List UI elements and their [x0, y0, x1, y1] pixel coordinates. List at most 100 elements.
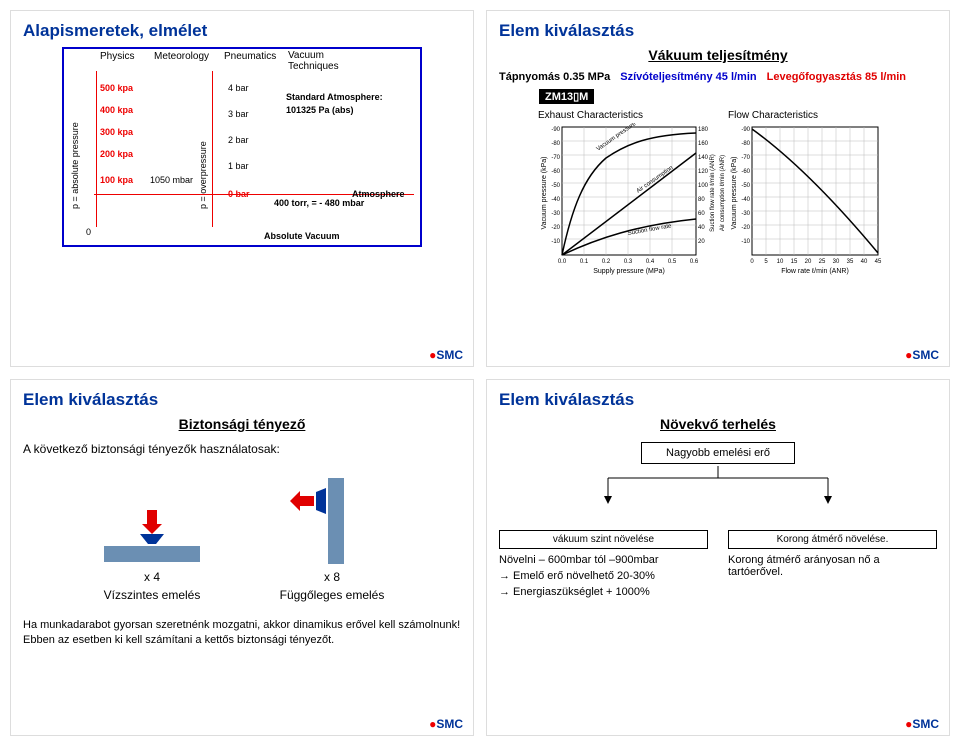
- axis-overpressure: p = overpressure: [198, 141, 208, 209]
- svg-text:140: 140: [698, 155, 709, 161]
- col-diam: Korong átmérő növelése. Korong átmérő ar…: [728, 530, 937, 602]
- svg-text:0: 0: [750, 259, 754, 265]
- svg-text:40: 40: [861, 259, 868, 265]
- logo: ●SMC: [429, 348, 463, 362]
- std-atm-1: Standard Atmosphere:: [286, 93, 406, 103]
- lbl-abs-vacuum: Absolute Vacuum: [264, 231, 340, 241]
- box-vacuum-level: vákuum szint növelése: [499, 530, 708, 549]
- perf-supply: Tápnyomás 0.35 MPa: [499, 71, 610, 83]
- connector-svg: [508, 442, 928, 522]
- svg-text:100: 100: [698, 183, 709, 189]
- box-diam: Korong átmérő növelése.: [728, 530, 937, 549]
- slide4-title: Elem kiválasztás: [499, 390, 937, 410]
- svg-text:40: 40: [698, 225, 705, 231]
- tick-200: 200 kpa: [100, 149, 133, 159]
- svg-text:10: 10: [777, 259, 784, 265]
- svg-text:0.6: 0.6: [690, 259, 699, 265]
- svg-text:-40: -40: [741, 197, 750, 203]
- tick-500: 500 kpa: [100, 83, 133, 93]
- svg-text:15: 15: [791, 259, 798, 265]
- svg-text:120: 120: [698, 169, 709, 175]
- hdr-vacuum: Vacuum Techniques: [288, 51, 348, 65]
- svg-text:160: 160: [698, 141, 709, 147]
- lift-h-mult: x 4: [92, 570, 212, 584]
- tick-4bar: 4 bar: [228, 83, 249, 93]
- load-chain: Nagyobb emelési erő: [508, 442, 928, 522]
- slide-basics: Alapismeretek, elmélet Physics Meteorolo…: [10, 10, 474, 367]
- model-box: ZM13▯M: [539, 89, 594, 104]
- tick-400: 400 kpa: [100, 105, 133, 115]
- svg-text:0.1: 0.1: [580, 259, 589, 265]
- svg-text:35: 35: [847, 259, 854, 265]
- logo: ●SMC: [429, 717, 463, 731]
- svg-text:-40: -40: [551, 197, 560, 203]
- lift-v-mult: x 8: [272, 570, 392, 584]
- lift-h-lbl: Vízszintes emelés: [92, 588, 212, 602]
- svg-text:80: 80: [698, 197, 705, 203]
- tick-1bar: 1 bar: [228, 161, 249, 171]
- svg-text:25: 25: [819, 259, 826, 265]
- svg-text:-50: -50: [551, 183, 560, 189]
- svg-text:Supply pressure (MPa): Supply pressure (MPa): [593, 268, 665, 275]
- svg-text:-60: -60: [741, 169, 750, 175]
- tick-0bar: 0 bar: [228, 189, 250, 199]
- svg-text:60: 60: [698, 211, 705, 217]
- tick-0: 0: [86, 227, 91, 237]
- slide3-intro: A következő biztonsági tényezők használa…: [23, 442, 461, 456]
- svg-text:-60: -60: [551, 169, 560, 175]
- col-vacuum: vákuum szint növelése Növelni – 600mbar …: [499, 530, 708, 602]
- chart-exhaust-svg: -90-80 -70-60 -50-40 -30-20 -10 180160 1…: [538, 123, 728, 281]
- mini-charts: Exhaust Characteristics: [499, 110, 937, 281]
- lift-v-lbl: Függőleges emelés: [272, 588, 392, 602]
- svg-text:0.0: 0.0: [558, 259, 567, 265]
- logo: ●SMC: [905, 348, 939, 362]
- svg-text:Vacuum pressure (kPa): Vacuum pressure (kPa): [731, 156, 738, 229]
- line-r1: Korong átmérő arányosan nő a tartóerővel…: [728, 554, 937, 578]
- std-atm-2: 101325 Pa (abs): [286, 105, 406, 115]
- svg-text:-30: -30: [741, 211, 750, 217]
- svg-text:-20: -20: [551, 225, 560, 231]
- svg-text:0.4: 0.4: [646, 259, 655, 265]
- line-l2: → Emelő erő növelhető 20-30%: [499, 570, 708, 582]
- slide2-subtitle: Vákuum teljesítmény: [499, 47, 937, 63]
- lbl-torr: 400 torr, = - 480 mbar: [274, 199, 344, 208]
- hdr-pneumatics: Pneumatics: [224, 51, 276, 65]
- svg-text:45: 45: [875, 259, 882, 265]
- hdr-physics: Physics: [100, 51, 134, 65]
- svg-text:-50: -50: [741, 183, 750, 189]
- line-l3: → Energiaszükséglet + 1000%: [499, 586, 708, 598]
- slide-safety-factor: Elem kiválasztás Biztonsági tényező A kö…: [10, 379, 474, 736]
- svg-text:0.5: 0.5: [668, 259, 677, 265]
- slide3-subtitle: Biztonsági tényező: [23, 416, 461, 432]
- svg-text:-10: -10: [741, 239, 750, 245]
- svg-text:5: 5: [764, 259, 768, 265]
- tick-100: 100 kpa: [100, 175, 133, 185]
- chart-flow-svg: -90-80 -70-60 -50-40 -30-20 -10 05 1015 …: [728, 123, 898, 281]
- perf-row: Tápnyomás 0.35 MPa Szívóteljesítmény 45 …: [499, 71, 937, 83]
- tick-1050mbar: 1050 mbar: [150, 175, 193, 185]
- lift-horizontal: x 4 Vízszintes emelés: [92, 506, 212, 602]
- chart-flow: Flow Characteristics: [728, 110, 898, 281]
- note2: Ebben az esetben ki kell számítani a ket…: [23, 633, 461, 648]
- svg-text:20: 20: [698, 239, 705, 245]
- hdr-meteorology: Meteorology: [154, 51, 209, 65]
- svg-text:Air consumption ℓ/min (ANR): Air consumption ℓ/min (ANR): [719, 155, 726, 231]
- logo: ●SMC: [905, 717, 939, 731]
- slide4-subtitle: Növekvő terhelés: [499, 416, 937, 432]
- svg-text:Flow rate ℓ/min (ANR): Flow rate ℓ/min (ANR): [781, 268, 849, 275]
- lift-diagrams: x 4 Vízszintes emelés x 8 Függőleges eme…: [23, 476, 461, 602]
- slide3-title: Elem kiválasztás: [23, 390, 461, 410]
- svg-text:-70: -70: [551, 155, 560, 161]
- svg-text:-30: -30: [551, 211, 560, 217]
- svg-text:30: 30: [833, 259, 840, 265]
- tick-2bar: 2 bar: [228, 135, 249, 145]
- svg-text:-10: -10: [551, 239, 560, 245]
- slide1-title: Alapismeretek, elmélet: [23, 21, 461, 41]
- axis-abs-pressure: p = absolute pressure: [70, 122, 80, 209]
- chart-exhaust-title: Exhaust Characteristics: [538, 110, 708, 121]
- two-cols: vákuum szint növelése Növelni – 600mbar …: [499, 530, 937, 602]
- svg-text:-90: -90: [551, 127, 560, 133]
- svg-text:20: 20: [805, 259, 812, 265]
- note1: Ha munkadarabot gyorsan szeretnénk mozga…: [23, 618, 461, 633]
- svg-text:-80: -80: [551, 141, 560, 147]
